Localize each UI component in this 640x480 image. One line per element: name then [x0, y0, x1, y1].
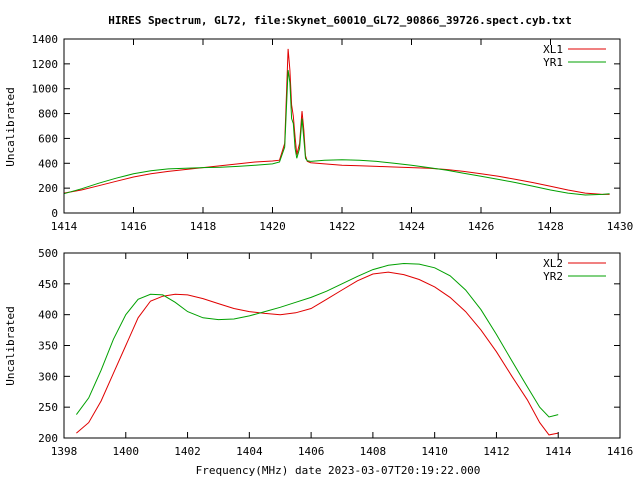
x-tick-label: 1404 [236, 445, 263, 458]
figure-title: HIRES Spectrum, GL72, file:Skynet_60010_… [108, 14, 572, 27]
series-line-yr1 [63, 70, 610, 196]
bottom-spectrum-panel: Uncalibrated 1398 1400 1402 1404 1406 1408 141… [4, 247, 633, 458]
x-tick-label: 1424 [398, 220, 425, 233]
x-tick-label: 1412 [483, 445, 510, 458]
legend-label-xl1: XL1 [543, 43, 563, 56]
x-tick-label: 1408 [360, 445, 387, 458]
x-tick-label: 1418 [190, 220, 217, 233]
top-series-layer [63, 48, 610, 196]
legend-label-yr2: YR2 [543, 270, 563, 283]
y-tick-label: 250 [38, 401, 58, 414]
y-tick-label: 0 [51, 207, 58, 220]
y-tick-label: 200 [38, 432, 58, 445]
y-tick-label: 500 [38, 247, 58, 260]
series-line-yr2 [75, 262, 559, 418]
x-tick-label: 1416 [607, 445, 634, 458]
x-tick-label: 1420 [259, 220, 286, 233]
series-line-xl1 [63, 48, 610, 195]
bottom-plot-frame [63, 252, 621, 439]
y-tick-label: 1200 [32, 58, 59, 71]
top-plot-frame [63, 38, 621, 214]
y-tick-label: 450 [38, 278, 58, 291]
top-ylabel: Uncalibrated [4, 87, 17, 166]
y-tick-label: 350 [38, 340, 58, 353]
legend-label-xl2: XL2 [543, 257, 563, 270]
y-tick-label: 800 [38, 108, 58, 121]
x-tick-label: 1414 [545, 445, 572, 458]
legend-label-yr1: YR1 [543, 56, 563, 69]
figure-xlabel: Frequency(MHz) date 2023-03-07T20:19:22.… [196, 464, 481, 477]
x-tick-label: 1426 [468, 220, 495, 233]
x-tick-label: 1402 [174, 445, 201, 458]
x-tick-label: 1400 [113, 445, 140, 458]
y-tick-label: 600 [38, 132, 58, 145]
top-spectrum-panel: Uncalibrated 1414 1416 1418 1420 1422 1424 142… [4, 33, 633, 233]
y-tick-label: 200 [38, 182, 58, 195]
x-tick-label: 1416 [120, 220, 147, 233]
y-tick-label: 400 [38, 157, 58, 170]
y-tick-label: 1000 [32, 83, 59, 96]
x-tick-label: 1406 [298, 445, 325, 458]
x-tick-label: 1398 [51, 445, 78, 458]
y-tick-label: 400 [38, 309, 58, 322]
top-ticks-layer: 1414 1416 1418 1420 1422 1424 1426 1428 1430 0 200… [32, 33, 634, 233]
y-tick-label: 1400 [32, 33, 59, 46]
x-tick-label: 1422 [329, 220, 356, 233]
series-line-xl2 [76, 271, 559, 436]
bottom-series-layer [75, 262, 559, 436]
x-tick-label: 1430 [607, 220, 634, 233]
x-tick-label: 1410 [421, 445, 448, 458]
x-tick-label: 1428 [537, 220, 564, 233]
bottom-ylabel: Uncalibrated [4, 306, 17, 385]
x-tick-label: 1414 [51, 220, 78, 233]
y-tick-label: 300 [38, 370, 58, 383]
